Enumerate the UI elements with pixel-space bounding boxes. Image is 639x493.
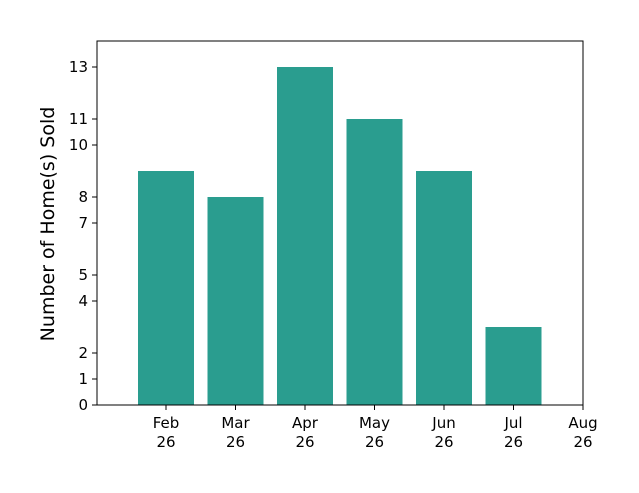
bar-feb xyxy=(138,171,194,405)
bar-may xyxy=(346,119,403,405)
y-axis-ticks: 0 1 2 4 5 7 8 10 11 13 xyxy=(69,58,97,414)
x-tick-label: Jun 26 xyxy=(431,414,455,451)
bar-mar xyxy=(207,197,264,405)
x-tick-label: Aug 26 xyxy=(568,414,597,451)
x-axis-ticks: Feb 26 Mar 26 Apr 26 May 26 Jun 26 Jul 26 Aug 26 xyxy=(153,405,598,451)
y-tick-label: 2 xyxy=(78,344,88,362)
x-tick-label: Mar 26 xyxy=(221,414,250,451)
y-tick-label: 11 xyxy=(69,110,88,128)
y-tick-label: 7 xyxy=(78,214,88,232)
y-axis-label: Number of Home(s) Sold xyxy=(37,107,59,342)
bar-jul xyxy=(485,327,542,405)
bar-jun xyxy=(416,171,472,405)
y-tick-label: 5 xyxy=(78,266,88,284)
x-tick-label: Apr 26 xyxy=(292,414,319,451)
bars xyxy=(138,67,542,405)
y-tick-label: 4 xyxy=(78,292,88,310)
y-tick-label: 8 xyxy=(78,188,88,206)
y-tick-label: 13 xyxy=(69,58,88,76)
x-tick-label: Jul 26 xyxy=(503,414,523,451)
y-tick-label: 10 xyxy=(69,136,88,154)
x-tick-label: May 26 xyxy=(359,414,390,451)
bar-apr xyxy=(277,67,333,405)
y-tick-label: 1 xyxy=(78,370,88,388)
x-tick-label: Feb 26 xyxy=(153,414,180,451)
plot-frame xyxy=(96,40,584,406)
y-tick-label: 0 xyxy=(78,396,88,414)
